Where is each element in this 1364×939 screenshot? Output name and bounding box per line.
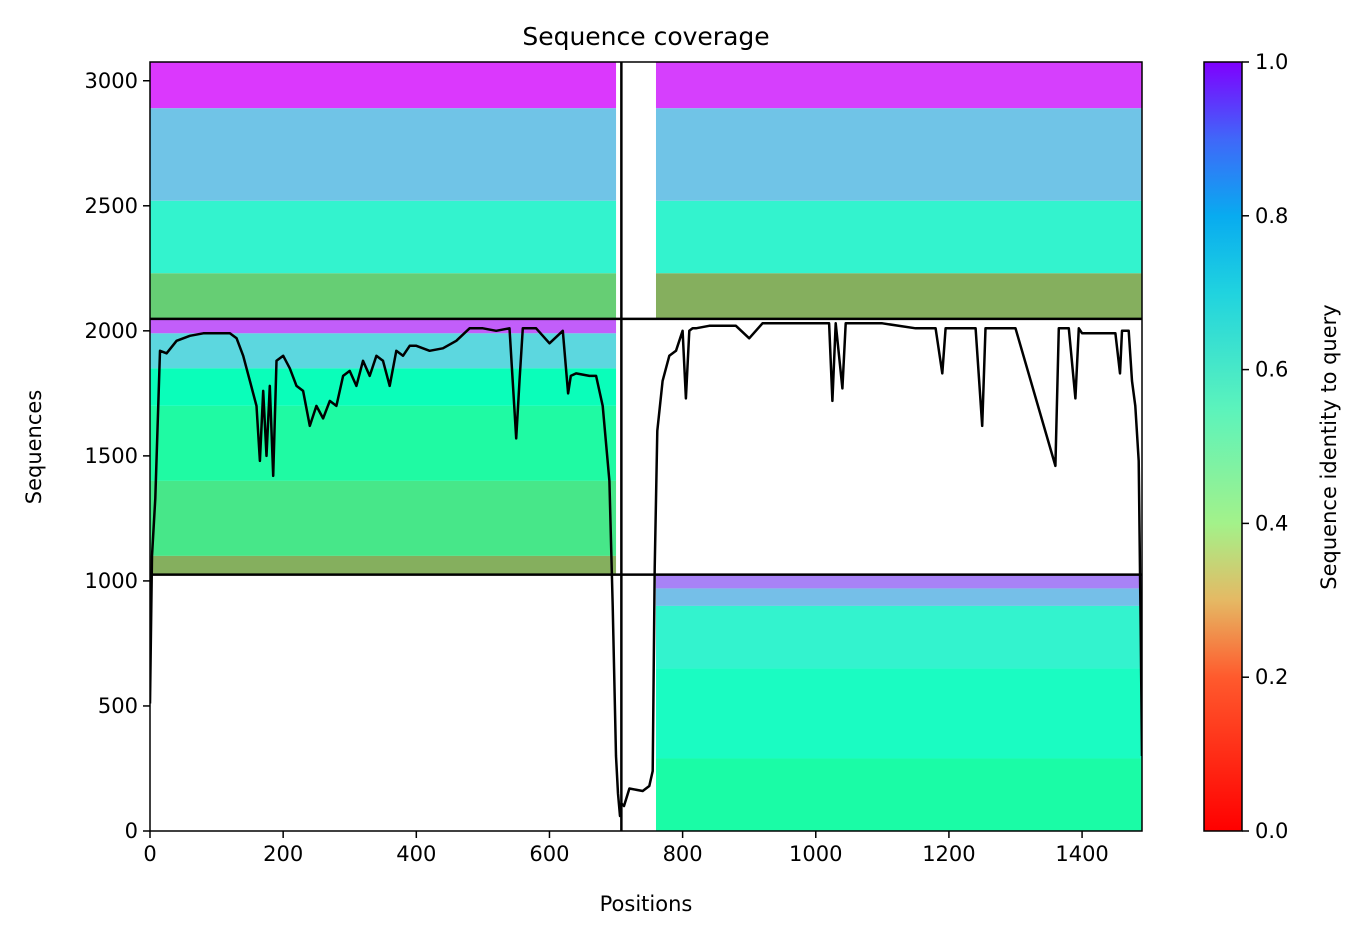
x-axis-label: Positions: [600, 892, 693, 916]
x-axis: 0 200 400 600 800 1000 1200 1400: [143, 831, 1109, 866]
identity-band: [655, 273, 1142, 319]
block-chain-A: [150, 318, 617, 575]
colorbar-tick-label: 0.4: [1255, 511, 1288, 535]
colorbar-tick-label: 1.0: [1255, 50, 1288, 74]
identity-band: [150, 555, 617, 575]
identity-band: [655, 668, 1142, 759]
y-tick-label: 1500: [85, 444, 138, 468]
block-shared-top-right: [655, 62, 1142, 319]
plot-frame: [149, 61, 1143, 832]
block-chain-B: [655, 574, 1142, 831]
identity-band: [655, 62, 1142, 109]
colorbar-tick-label: 0.0: [1255, 819, 1288, 843]
heatmap-layer: [150, 62, 1142, 831]
x-tick-label: 800: [663, 842, 703, 866]
x-tick-label: 1400: [1055, 842, 1108, 866]
identity-band: [655, 588, 1142, 606]
y-tick-label: 2500: [85, 194, 138, 218]
y-axis: 0 500 1000 1500 2000 2500 3000: [85, 69, 150, 843]
y-tick-label: 1000: [85, 569, 138, 593]
identity-band: [655, 200, 1142, 274]
coverage-line: [150, 322, 1142, 818]
x-tick-label: 1200: [922, 842, 975, 866]
colorbar-tick-label: 0.2: [1255, 665, 1288, 689]
y-tick-label: 500: [98, 694, 138, 718]
colorbar-axis: 0.0 0.2 0.4 0.6 0.8 1.0: [1242, 50, 1288, 843]
x-tick-label: 400: [396, 842, 436, 866]
identity-band: [655, 758, 1142, 831]
y-tick-label: 3000: [85, 69, 138, 93]
x-tick-label: 1000: [789, 842, 842, 866]
identity-band: [150, 108, 617, 201]
identity-band: [150, 405, 617, 481]
y-tick-label: 0: [125, 819, 138, 843]
identity-band: [655, 574, 1142, 589]
colorbar-label: Sequence identity to query: [1317, 304, 1341, 589]
identity-band: [150, 368, 617, 406]
x-tick-label: 0: [143, 842, 156, 866]
colorbar-tick-label: 0.8: [1255, 204, 1288, 228]
block-shared-top-left: [150, 62, 617, 319]
block-dividers: [150, 62, 1142, 831]
identity-band: [655, 605, 1142, 669]
identity-band: [655, 108, 1142, 201]
identity-band: [150, 62, 617, 109]
colorbar-tick-label: 0.6: [1255, 358, 1288, 382]
identity-band: [150, 273, 617, 319]
colorbar: [1203, 61, 1243, 832]
y-tick-label: 2000: [85, 319, 138, 343]
x-tick-label: 200: [263, 842, 303, 866]
x-tick-label: 600: [529, 842, 569, 866]
identity-band: [150, 480, 617, 556]
identity-band: [150, 318, 617, 334]
chart-title: Sequence coverage: [522, 22, 769, 51]
y-axis-label: Sequences: [22, 390, 46, 505]
identity-band: [150, 200, 617, 274]
coverage-line-layer: [150, 322, 1142, 818]
